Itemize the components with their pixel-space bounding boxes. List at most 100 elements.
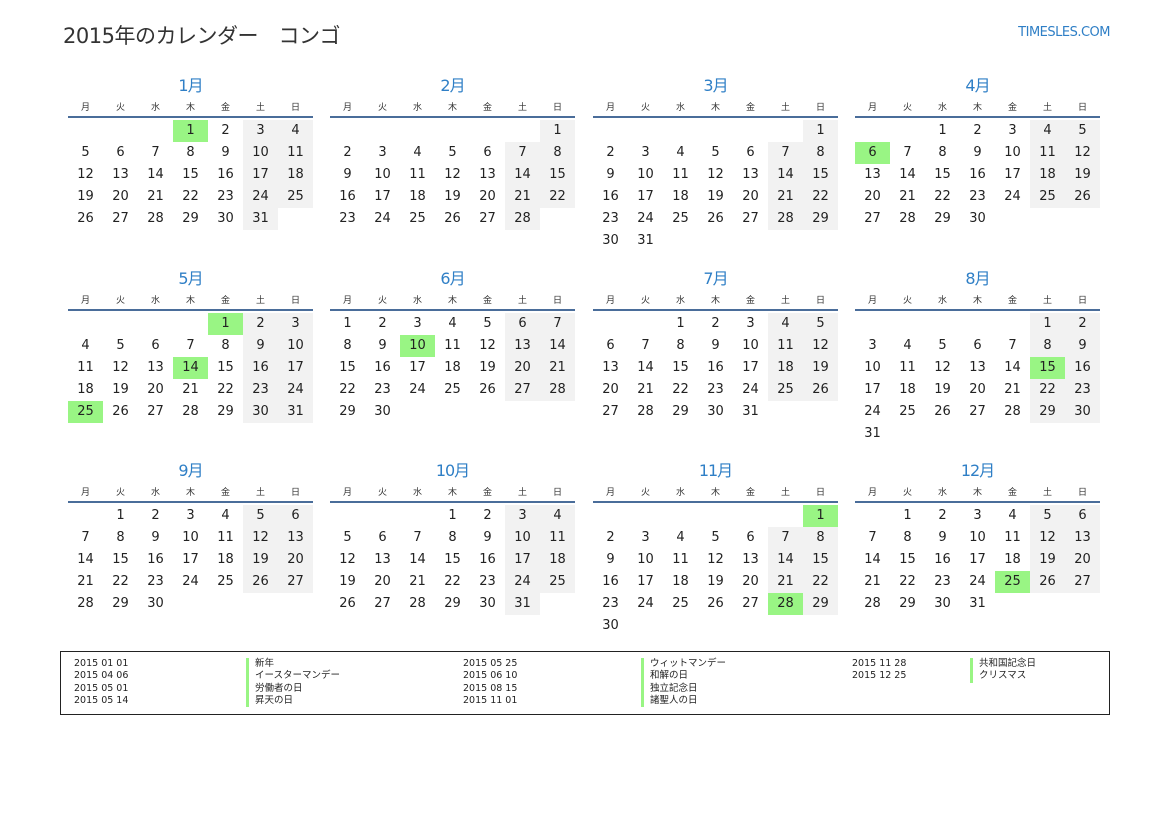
day: 4: [676, 145, 685, 160]
site-logo-text[interactable]: TIMESLES.COM: [1018, 25, 1110, 40]
day-grid: 1 2 3 4 5 6 7 8 9 10 11 12 13 14 15 16 17 18 19 20 21 22 23 24 2…: [330, 505, 575, 615]
empty-cell: [698, 505, 733, 527]
day: 1: [540, 120, 575, 142]
day: 6: [973, 338, 982, 353]
weekday-label: 日: [1077, 488, 1087, 498]
legend-names: ウィットマンデー 和解の日 独立記念日 諸聖人の日: [641, 658, 726, 708]
day: 20: [602, 382, 619, 397]
day: 17: [409, 360, 426, 375]
day: 27: [479, 211, 496, 226]
day: 5: [448, 145, 457, 160]
weekday-label: 木: [185, 296, 195, 306]
empty-cell: [628, 313, 663, 335]
day: 23: [479, 574, 496, 589]
month-title: 12月: [960, 461, 995, 480]
day: 29: [217, 404, 234, 419]
day: 4: [448, 316, 457, 331]
day: 12: [707, 552, 724, 567]
day: 31: [969, 596, 986, 611]
day: 22: [444, 574, 461, 589]
day-grid: 1 2 3 4 5 6 7 8 9 10 11 12 13 14 15 16 17 18 19 20 21 22 23 24 2…: [68, 120, 313, 230]
day: 8: [938, 145, 947, 160]
holiday-name: 労働者の日: [246, 682, 340, 695]
day: 4: [540, 505, 575, 527]
weekday-label: 土: [1042, 103, 1052, 113]
empty-cell: [365, 505, 400, 527]
empty-cell: [698, 120, 733, 142]
day: 2: [606, 530, 615, 545]
day: 1: [343, 316, 352, 331]
month-12: 12月月火水木金土日 1 2 3 4 5 6 7 8 9 10 11 12 13 14 15 16 17 18 19 2…: [855, 459, 1100, 615]
weekday-label: 月: [342, 103, 352, 113]
day: 16: [217, 167, 234, 182]
month-title: 8月: [965, 269, 990, 288]
day: 26: [934, 404, 951, 419]
weekday-label: 火: [902, 103, 912, 113]
day: 28: [77, 596, 94, 611]
empty-cell: [400, 505, 435, 527]
day: 1: [903, 508, 912, 523]
weekday-label: 月: [80, 103, 90, 113]
day: 20: [864, 189, 881, 204]
empty-cell: [400, 120, 435, 142]
weekday-label: 土: [1042, 296, 1052, 306]
weekday-header: 月火水木金土日: [855, 291, 1100, 311]
day: 3: [505, 505, 540, 527]
day: 22: [934, 189, 951, 204]
weekday-label: 水: [412, 296, 422, 306]
day: 19: [707, 574, 724, 589]
holiday-day: 14: [173, 357, 208, 379]
day: 14: [77, 552, 94, 567]
day: 20: [374, 574, 391, 589]
month-title: 11月: [698, 461, 733, 480]
weekday-label: 火: [377, 488, 387, 498]
day: 27: [742, 211, 759, 226]
weekday-label: 水: [675, 488, 685, 498]
month-2: 2月月火水木金土日 1 2 3 4 5 6 7 8 9 10 11 12 13 14 15 16 17 18 19 20…: [330, 74, 575, 230]
day: 28: [409, 596, 426, 611]
day: 21: [899, 189, 916, 204]
day: 25: [217, 574, 234, 589]
empty-cell: [330, 505, 365, 527]
day: 23: [602, 211, 619, 226]
month-title: 2月: [440, 76, 465, 95]
day: 28: [899, 211, 916, 226]
day: 25: [672, 596, 689, 611]
day: 30: [602, 618, 619, 633]
day: 10: [243, 142, 278, 164]
month-10: 10月月火水木金土日 1 2 3 4 5 6 7 8 9 10 11 12 13 14 15 16 17 18 19 2…: [330, 459, 575, 615]
day: 18: [899, 382, 916, 397]
day: 20: [742, 189, 759, 204]
day: 10: [742, 338, 759, 353]
weekday-label: 火: [115, 296, 125, 306]
empty-cell: [663, 120, 698, 142]
day: 28: [768, 208, 803, 230]
day: 10: [505, 527, 540, 549]
day: 29: [339, 404, 356, 419]
empty-cell: [103, 313, 138, 335]
day: 22: [217, 382, 234, 397]
day: 26: [1030, 571, 1065, 593]
weekday-label: 火: [902, 296, 912, 306]
day: 26: [77, 211, 94, 226]
day: 8: [221, 338, 230, 353]
day: 7: [413, 530, 422, 545]
day: 23: [707, 382, 724, 397]
day: 7: [540, 313, 575, 335]
legend-dates: 2015 05 25 2015 06 10 2015 08 15 2015 11 01: [463, 658, 517, 707]
day: 17: [243, 164, 278, 186]
day: 7: [903, 145, 912, 160]
day: 3: [1008, 123, 1017, 138]
day: 27: [969, 404, 986, 419]
day: 26: [339, 596, 356, 611]
day: 25: [899, 404, 916, 419]
day: 4: [81, 338, 90, 353]
empty-cell: [435, 120, 470, 142]
day: 5: [343, 530, 352, 545]
day: 20: [147, 382, 164, 397]
day: 7: [151, 145, 160, 160]
day: 1: [938, 123, 947, 138]
day: 29: [182, 211, 199, 226]
day: 11: [768, 335, 803, 357]
day: 27: [602, 404, 619, 419]
